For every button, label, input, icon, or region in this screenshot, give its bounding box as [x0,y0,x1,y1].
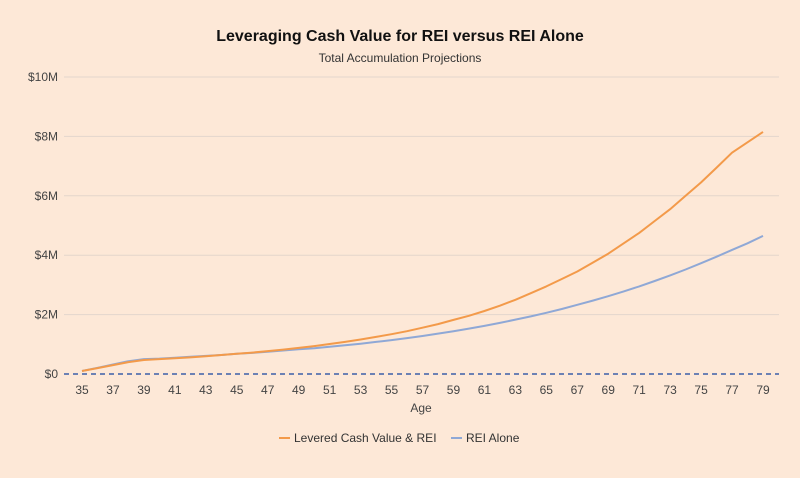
x-tick-label: 47 [261,383,275,397]
x-tick-label: 53 [354,383,368,397]
x-tick-label: 69 [602,383,616,397]
x-tick-label: 63 [509,383,523,397]
x-axis-label: Age [410,401,432,415]
series-line-1 [81,234,764,372]
chart-title: Leveraging Cash Value for REI versus REI… [216,28,584,45]
y-axis-ticks: $0 $2M $4M $6M $8M $10M [28,70,58,381]
legend: Levered Cash Value & REI REI Alone [279,431,520,445]
x-tick-label: 75 [694,383,708,397]
y-tick-label: $8M [35,129,58,143]
x-tick-label: 73 [663,383,677,397]
x-tick-label: 65 [540,383,554,397]
x-tick-label: 79 [756,383,770,397]
x-tick-label: 71 [633,383,647,397]
x-tick-label: 35 [75,383,89,397]
x-axis-ticks: 35 37 39 41 43 45 47 49 51 53 55 57 59 61 63 65 67 69 71 73… [75,383,770,397]
chart-subtitle: Total Accumulation Projections [319,51,482,65]
x-tick-label: 55 [385,383,399,397]
legend-label: REI Alone [466,431,520,445]
y-tick-label: $10M [28,70,58,84]
legend-label: Levered Cash Value & REI [294,431,437,445]
series-lines [64,131,779,375]
series-line-0 [81,131,764,372]
x-tick-label: 61 [478,383,492,397]
y-tick-label: $6M [35,189,58,203]
grid [64,76,779,316]
x-tick-label: 59 [447,383,461,397]
x-tick-label: 37 [106,383,120,397]
x-tick-label: 39 [137,383,151,397]
x-tick-label: 77 [725,383,739,397]
x-tick-label: 51 [323,383,337,397]
x-tick-label: 57 [416,383,430,397]
x-tick-label: 67 [571,383,585,397]
x-tick-label: 43 [199,383,213,397]
y-tick-label: $4M [35,248,58,262]
x-tick-label: 41 [168,383,182,397]
x-tick-label: 49 [292,383,306,397]
y-tick-label: $2M [35,308,58,322]
x-tick-label: 45 [230,383,244,397]
y-tick-label: $0 [45,367,59,381]
